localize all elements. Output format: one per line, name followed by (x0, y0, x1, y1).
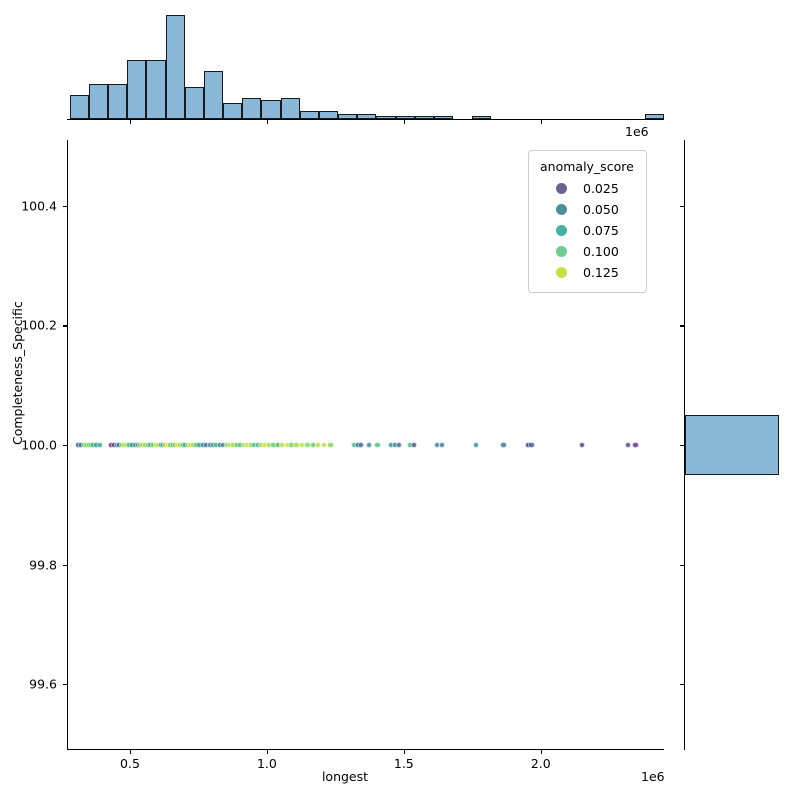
scatter-point (320, 441, 327, 449)
marginal-x-offset-text: 1e6 (625, 124, 649, 139)
scatter-point (365, 441, 372, 449)
x-axis-offset-text: 1e6 (641, 769, 665, 784)
legend-swatch-icon (556, 225, 567, 236)
scatter-point (358, 441, 365, 449)
x-tick-mark (540, 750, 542, 754)
y-tick-label: 100.2 (21, 317, 57, 333)
marginal-x-bar (280, 97, 300, 119)
y-tick-mark (63, 325, 67, 327)
marginal-y-axes (680, 140, 782, 750)
marginal-x-bar (88, 84, 109, 119)
y-tick-label: 100.4 (21, 198, 57, 214)
legend-entry[interactable]: 0.075 (540, 220, 634, 241)
legend[interactable]: anomaly_score 0.025 0.050 0.075 0.100 0.125 (528, 150, 647, 293)
scatter-point (500, 441, 507, 449)
legend-title: anomaly_score (540, 159, 634, 174)
scatter-point (579, 441, 586, 449)
x-tick-label: 0.5 (120, 756, 140, 771)
marginal-x-bar (184, 87, 204, 119)
legend-entry[interactable]: 0.100 (540, 241, 634, 262)
marginal-x-bar (644, 113, 664, 119)
marginal-y-tick-mark (680, 445, 684, 447)
scatter-point (327, 441, 334, 449)
marginal-x-bar (433, 116, 454, 119)
marginal-x-tick-mark (540, 120, 542, 124)
legend-label: 0.050 (583, 202, 619, 217)
legend-entry[interactable]: 0.050 (540, 199, 634, 220)
x-tick-mark (266, 750, 269, 754)
marginal-x-bar (357, 113, 377, 119)
scatter-point (374, 441, 381, 449)
legend-entry[interactable]: 0.125 (540, 262, 634, 283)
legend-swatch-icon (556, 246, 567, 257)
y-tick-mark (63, 564, 67, 566)
marginal-x-bar (395, 116, 415, 119)
legend-label: 0.125 (583, 265, 619, 280)
y-tick-mark (63, 684, 67, 686)
legend-label: 0.100 (583, 244, 619, 259)
marginal-x-bar (127, 60, 147, 119)
marginal-x-bar (376, 116, 396, 119)
scatter-point (473, 441, 480, 449)
joint-left-spine (67, 140, 69, 750)
y-axis-label: Completeness_Specific (10, 301, 25, 445)
marginal-x-bar (338, 113, 358, 119)
scatter-point (625, 441, 632, 449)
legend-entries: 0.025 0.050 0.075 0.100 0.125 (540, 178, 634, 283)
marginal-x-axes: 1e6 (66, 8, 665, 139)
y-tick-label: 99.8 (29, 557, 57, 573)
marginal-y-tick-mark (680, 564, 684, 566)
marginal-y-tick-mark (680, 205, 684, 207)
x-tick-label: 1.0 (256, 756, 277, 771)
scatter-point (439, 441, 446, 449)
marginal-x-bar (414, 116, 434, 119)
joint-bottom-spine (67, 749, 664, 751)
marginal-x-bar (146, 60, 166, 119)
legend-swatch-icon (556, 183, 567, 194)
marginal-x-bar (472, 116, 492, 119)
marginal-x-bar (203, 71, 224, 119)
scatter-point (97, 441, 104, 449)
legend-label: 0.025 (583, 181, 619, 196)
x-tick-mark (129, 750, 132, 754)
legend-label: 0.075 (583, 223, 619, 238)
y-tick-mark (63, 205, 67, 207)
x-tick-mark (403, 750, 406, 754)
marginal-x-tick-mark (266, 120, 269, 124)
legend-swatch-icon (556, 204, 567, 215)
marginal-y-left-spine (684, 140, 686, 750)
marginal-x-bar (242, 97, 262, 119)
y-tick-mark (63, 445, 67, 447)
marginal-y-tick-mark (680, 684, 684, 686)
marginal-x-bottom-spine (67, 119, 664, 121)
y-tick-label: 99.6 (29, 676, 57, 692)
marginal-x-tick-mark (129, 120, 132, 124)
scatter-point (395, 441, 402, 449)
y-tick-label: 100.0 (21, 437, 57, 453)
marginal-y-tick-mark (680, 325, 684, 327)
legend-swatch-icon (556, 267, 567, 278)
marginal-x-bar (69, 95, 89, 119)
x-tick-label: 1.5 (393, 756, 414, 771)
marginal-x-bar (165, 15, 185, 119)
x-tick-label: 2.0 (530, 756, 551, 771)
scatter-point (528, 441, 535, 449)
marginal-x-bar (299, 111, 319, 119)
legend-entry[interactable]: 0.025 (540, 178, 634, 199)
marginal-x-bar (223, 103, 243, 119)
marginal-x-bar (318, 111, 339, 119)
marginal-x-bar (108, 84, 128, 119)
x-axis-label: longest (321, 769, 369, 784)
scatter-point (632, 441, 639, 449)
scatter-point (411, 441, 418, 449)
marginal-x-bar (261, 100, 281, 119)
marginal-y-bar (685, 415, 779, 475)
marginal-x-tick-mark (403, 120, 406, 124)
